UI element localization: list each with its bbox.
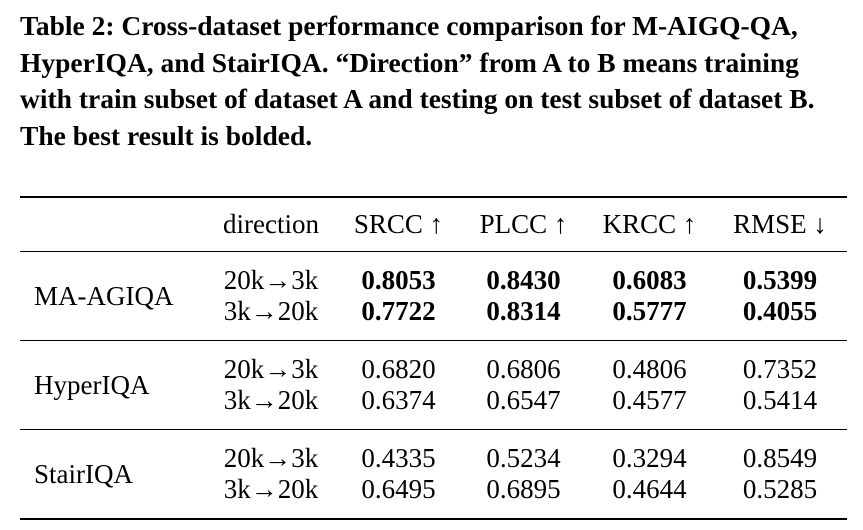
srcc-cell: 0.6820 [361, 354, 436, 384]
rmse-cell: 0.7352 [742, 354, 818, 384]
header-row: direction SRCC ↑ PLCC ↑ KRCC ↑ RMSE ↓ [20, 197, 847, 252]
krcc-cell: 0.4806 [612, 354, 687, 384]
direction-cell: 3k→20k [223, 474, 319, 504]
table-row: 3k→20k 0.6495 0.6895 0.4644 0.5285 [20, 474, 847, 519]
direction-cell: 20k→3k [223, 354, 319, 384]
direction-cell: 20k→3k [223, 443, 319, 473]
rmse-cell: 0.8549 [742, 443, 818, 473]
srcc-cell: 0.6495 [361, 474, 436, 504]
direction-cell: 20k→3k [223, 265, 319, 295]
table-row: MA-AGIQA 20k→3k 0.8053 0.8430 0.6083 0.5… [20, 251, 847, 311]
rmse-cell: 0.4055 [742, 296, 818, 326]
plcc-cell: 0.8314 [486, 296, 561, 326]
krcc-cell: 0.4644 [612, 474, 687, 504]
krcc-cell: 0.6083 [612, 265, 687, 295]
results-table-container: direction SRCC ↑ PLCC ↑ KRCC ↑ RMSE ↓ MA… [20, 196, 847, 520]
srcc-cell: 0.7722 [361, 296, 436, 326]
plcc-cell: 0.6547 [486, 385, 561, 415]
srcc-cell: 0.4335 [361, 443, 436, 473]
plcc-cell: 0.6895 [486, 474, 561, 504]
table-row: HyperIQA 20k→3k 0.6820 0.6806 0.4806 0.7… [20, 340, 847, 400]
method-name-stairiqa: StairIQA [34, 458, 133, 489]
rmse-cell: 0.5414 [742, 385, 818, 415]
rmse-cell: 0.5399 [742, 265, 818, 295]
krcc-cell: 0.5777 [612, 296, 687, 326]
header-plcc: PLCC ↑ [479, 209, 568, 239]
header-method [20, 197, 206, 252]
header-direction: direction [223, 209, 319, 239]
srcc-cell: 0.8053 [361, 265, 436, 295]
direction-cell: 3k→20k [223, 296, 319, 326]
srcc-cell: 0.6374 [361, 385, 436, 415]
krcc-cell: 0.4577 [612, 385, 687, 415]
table-row: 3k→20k 0.6374 0.6547 0.4577 0.5414 [20, 385, 847, 430]
table-caption: Table 2: Cross-dataset performance compa… [20, 10, 815, 151]
header-rmse: RMSE ↓ [733, 209, 827, 239]
plcc-cell: 0.6806 [486, 354, 561, 384]
direction-cell: 3k→20k [223, 385, 319, 415]
results-table: direction SRCC ↑ PLCC ↑ KRCC ↑ RMSE ↓ MA… [20, 196, 847, 520]
plcc-cell: 0.5234 [486, 443, 561, 473]
method-name-ma-agiqa: MA-AGIQA [34, 280, 174, 311]
header-srcc: SRCC ↑ [353, 209, 444, 239]
plcc-cell: 0.8430 [486, 265, 561, 295]
header-krcc: KRCC ↑ [602, 209, 697, 239]
table-row: StairIQA 20k→3k 0.4335 0.5234 0.3294 0.8… [20, 429, 847, 489]
table-row: 3k→20k 0.7722 0.8314 0.5777 0.4055 [20, 296, 847, 341]
rmse-cell: 0.5285 [742, 474, 818, 504]
krcc-cell: 0.3294 [612, 443, 687, 473]
method-name-hyperiqa: HyperIQA [34, 369, 150, 400]
